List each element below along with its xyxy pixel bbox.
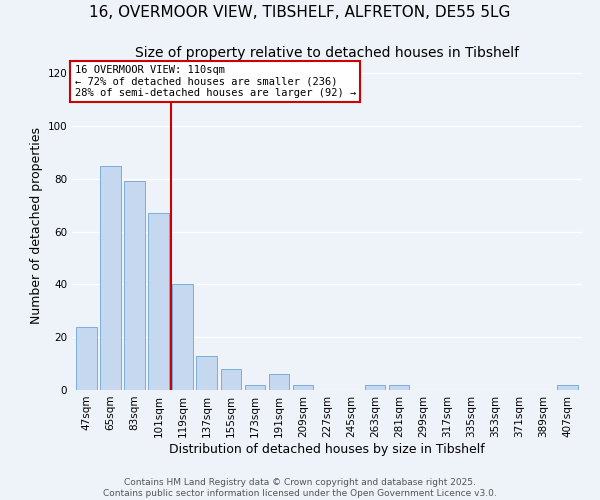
Bar bbox=[557, 384, 578, 390]
Bar bbox=[124, 182, 145, 390]
Text: 16, OVERMOOR VIEW, TIBSHELF, ALFRETON, DE55 5LG: 16, OVERMOOR VIEW, TIBSHELF, ALFRETON, D… bbox=[89, 5, 511, 20]
Bar bbox=[365, 384, 385, 390]
X-axis label: Distribution of detached houses by size in Tibshelf: Distribution of detached houses by size … bbox=[169, 442, 485, 456]
Bar bbox=[172, 284, 193, 390]
Bar bbox=[148, 213, 169, 390]
Text: Contains HM Land Registry data © Crown copyright and database right 2025.
Contai: Contains HM Land Registry data © Crown c… bbox=[103, 478, 497, 498]
Bar bbox=[389, 384, 409, 390]
Bar bbox=[293, 384, 313, 390]
Bar bbox=[269, 374, 289, 390]
Bar bbox=[245, 384, 265, 390]
Y-axis label: Number of detached properties: Number of detached properties bbox=[30, 126, 43, 324]
Title: Size of property relative to detached houses in Tibshelf: Size of property relative to detached ho… bbox=[135, 46, 519, 60]
Bar bbox=[100, 166, 121, 390]
Text: 16 OVERMOOR VIEW: 110sqm
← 72% of detached houses are smaller (236)
28% of semi-: 16 OVERMOOR VIEW: 110sqm ← 72% of detach… bbox=[74, 65, 356, 98]
Bar bbox=[76, 326, 97, 390]
Bar bbox=[196, 356, 217, 390]
Bar bbox=[221, 369, 241, 390]
